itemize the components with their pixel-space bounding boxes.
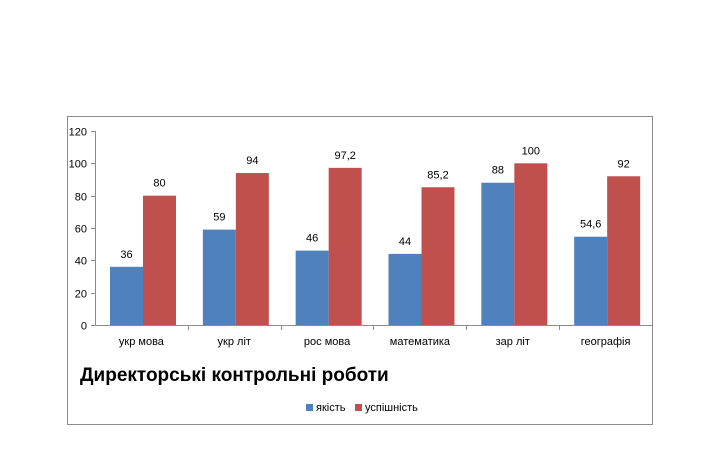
y-axis: 0 20 40 60 80 100 120 bbox=[69, 127, 96, 333]
y-tick-label: 20 bbox=[75, 289, 87, 301]
x-category-label: зар літ bbox=[496, 336, 530, 348]
bar-yakist bbox=[202, 229, 236, 325]
y-tick-label: 120 bbox=[69, 127, 87, 139]
legend: якість успішність bbox=[306, 402, 418, 414]
x-category-label: географія bbox=[581, 336, 631, 348]
data-label: 92 bbox=[618, 158, 630, 170]
bar-uspishnist bbox=[514, 163, 548, 325]
chart-title: Директорські контрольні роботи bbox=[80, 365, 389, 386]
data-label: 94 bbox=[246, 155, 258, 167]
legend-label: успішність bbox=[365, 402, 418, 414]
bar-yakist bbox=[574, 236, 608, 325]
data-label: 80 bbox=[153, 178, 165, 190]
bar-yakist bbox=[110, 266, 143, 325]
bar-uspishnist bbox=[235, 173, 269, 325]
bar-uspishnist bbox=[607, 176, 641, 325]
bar-uspishnist bbox=[421, 187, 455, 325]
data-label: 36 bbox=[120, 249, 132, 261]
x-category-label: математика bbox=[390, 336, 451, 348]
y-tick-label: 80 bbox=[75, 192, 87, 204]
x-category-label: рос мова bbox=[304, 336, 351, 348]
y-tick-label: 60 bbox=[75, 224, 87, 236]
bar-yakist bbox=[388, 253, 422, 325]
x-category-label: укр мова bbox=[119, 336, 165, 348]
y-tick-label: 0 bbox=[81, 321, 87, 333]
data-label: 46 bbox=[306, 233, 318, 245]
legend-label: якість bbox=[316, 402, 346, 414]
data-label: 97,2 bbox=[334, 150, 355, 162]
bars bbox=[110, 163, 641, 325]
data-label: 88 bbox=[492, 165, 504, 177]
y-tick-label: 100 bbox=[69, 159, 87, 171]
data-label: 54,6 bbox=[580, 219, 601, 231]
data-label: 44 bbox=[399, 236, 411, 248]
data-label: 100 bbox=[522, 145, 540, 157]
bar-uspishnist bbox=[143, 195, 176, 325]
data-label: 59 bbox=[213, 212, 225, 224]
bar-uspishnist bbox=[328, 167, 362, 325]
data-labels: 36 80 59 94 46 97,2 44 85,2 88 100 54,6 92 bbox=[120, 145, 629, 260]
data-label: 85,2 bbox=[427, 169, 448, 181]
y-tick-label: 40 bbox=[75, 256, 87, 268]
legend-swatch bbox=[306, 404, 313, 411]
legend-swatch bbox=[355, 404, 362, 411]
bar-yakist bbox=[481, 182, 515, 325]
bar-yakist bbox=[295, 250, 329, 325]
x-category-label: укр літ bbox=[218, 336, 251, 348]
x-axis: укр мова укр літ рос мова математика зар літ… bbox=[95, 325, 653, 348]
